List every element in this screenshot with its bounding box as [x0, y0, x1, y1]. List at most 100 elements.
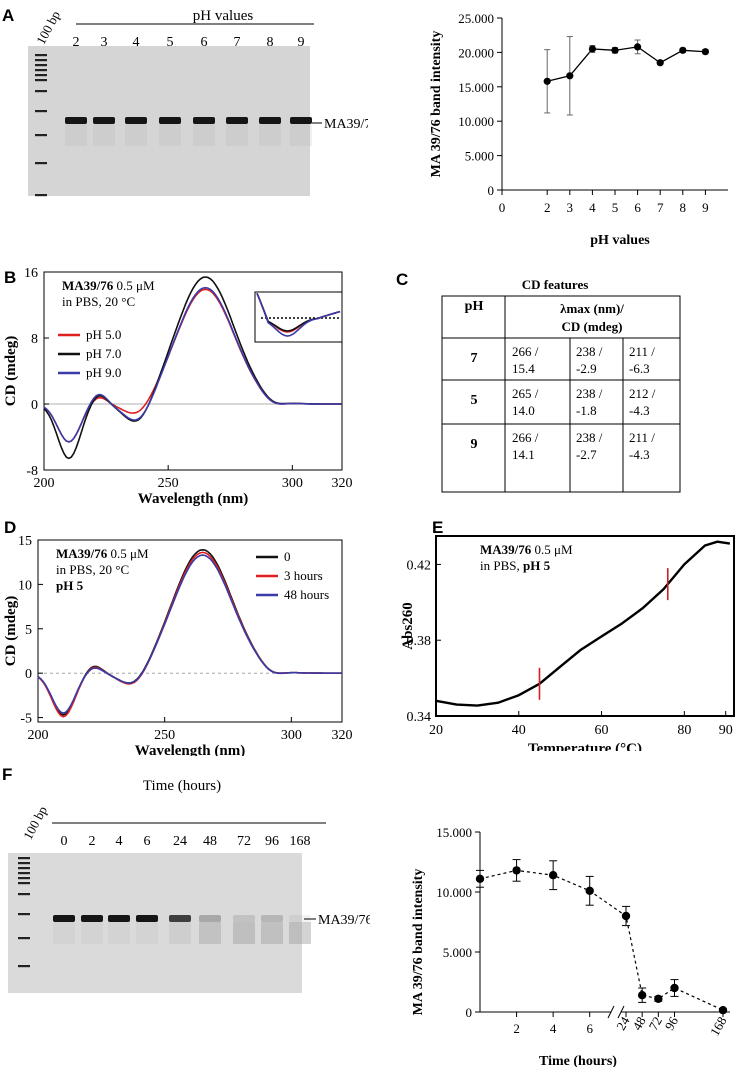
table-c-col-features-2: CD (mdeg) — [561, 319, 622, 334]
y-tick-label: 16 — [24, 266, 38, 281]
data-point — [701, 48, 709, 56]
gel-smear — [290, 124, 312, 146]
gel-a-lane-labels: 2 3 4 5 6 7 8 9 — [73, 35, 305, 50]
table-c-title: CD features — [522, 277, 589, 292]
x-tick-label: 6 — [634, 200, 641, 215]
table-c-cd-features: CD features pH λmax (nm)/ CD (mdeg) 7 266… — [441, 277, 681, 493]
ladder-band — [35, 134, 47, 137]
gel-smear — [93, 124, 115, 146]
gel-lane-label: 3 — [101, 35, 108, 50]
melting-curve — [435, 540, 731, 707]
table-c-cell-line1: 238 / — [576, 386, 603, 401]
table-c-cell-line1: 238 / — [576, 430, 603, 445]
gel-smear — [125, 124, 147, 146]
y-axis-title: CD (mdeg) — [3, 336, 19, 406]
gel-lane-label: 0 — [61, 834, 68, 849]
y-tick-label: 5 — [25, 623, 32, 638]
cd-series-line — [43, 286, 342, 443]
data-point — [512, 866, 521, 875]
y-tick-label: 5.000 — [465, 149, 494, 164]
gel-lane-label: 9 — [298, 35, 305, 50]
x-tick-label: 300 — [282, 476, 303, 491]
legend-label: 0 — [284, 549, 291, 564]
gel-f: 100 bp Time (hours) 0 2 4 6 24 48 72 96 168 MA39… — [8, 778, 370, 993]
x-tick-label: 4 — [589, 200, 596, 215]
gel-band — [108, 915, 130, 922]
ladder-band — [35, 69, 47, 72]
gel-smear — [193, 124, 215, 146]
cd-series-line — [37, 554, 342, 714]
gel-a-bands — [65, 117, 312, 146]
ladder-band — [18, 882, 30, 885]
table-c-cell-line1: 266 / — [512, 430, 539, 445]
y-tick-label: 25.000 — [458, 11, 494, 26]
y-tick-label: 0 — [466, 1005, 473, 1020]
gel-lane-label: 24 — [173, 834, 187, 849]
panel-label-d: D — [4, 518, 17, 537]
x-tick-label: 40 — [512, 723, 526, 738]
legend-label: pH 7.0 — [86, 346, 121, 361]
gel-f-ladder — [18, 857, 30, 968]
gel-band — [159, 117, 181, 124]
x-tick-label: 250 — [158, 476, 179, 491]
x-tick-label: 7 — [657, 200, 664, 215]
gel-smear — [259, 124, 281, 146]
series-line — [479, 869, 724, 1011]
x-axis-title: Wavelength (nm) — [135, 743, 245, 756]
table-c-cell-line2: 14.1 — [512, 447, 535, 462]
data-point — [566, 72, 574, 80]
annotation-line1: MA39/76 0.5 μM — [56, 546, 149, 561]
data-point — [637, 991, 647, 1000]
y-axis-title: CD (mdeg) — [3, 596, 19, 666]
gel-smear — [53, 922, 75, 944]
legend-label: pH 9.0 — [86, 365, 121, 380]
table-c-cell-line2: -6.3 — [629, 361, 650, 376]
x-tick-label: 2 — [513, 1021, 520, 1036]
series-line — [547, 46, 706, 82]
x-axis-title: Temperature (°C) — [528, 741, 642, 751]
data-point — [718, 1006, 728, 1015]
gel-smear — [136, 922, 158, 944]
annotation-line1: MA39/76 0.5 μM — [62, 278, 155, 293]
table-c-cell-line2: -4.3 — [629, 447, 650, 462]
ladder-band — [35, 79, 47, 82]
chart-e-melting: 0.34 0.38 0.42 20 40 60 80 90 Temperature (°C) Ab… — [400, 535, 735, 751]
data-point — [621, 911, 631, 921]
gel-smear — [226, 124, 248, 146]
y-tick-label: 10.000 — [436, 885, 472, 900]
ladder-band — [35, 162, 47, 165]
gel-f-marker-label: 100 bp — [20, 803, 50, 842]
x-tick-label: 250 — [154, 728, 175, 743]
x-tick-label: 320 — [332, 728, 353, 743]
gel-f-image — [8, 853, 302, 993]
data-point — [543, 77, 551, 85]
gel-a-header: pH values — [193, 8, 254, 24]
table-c-cell-line1: 238 / — [576, 344, 603, 359]
ladder-band — [18, 872, 30, 875]
y-tick-label: 10 — [18, 578, 32, 593]
x-axis-title: Wavelength (nm) — [138, 491, 248, 506]
y-tick-label: 8 — [31, 332, 38, 347]
y-tick-label: 0 — [31, 398, 38, 413]
gel-smear — [261, 922, 283, 944]
gel-smear — [233, 922, 255, 944]
y-tick-label: -5 — [20, 712, 32, 727]
y-tick-label: 0 — [488, 183, 495, 198]
y-tick-label: 0.38 — [407, 634, 432, 649]
x-tick-label: 5 — [612, 200, 619, 215]
table-c-col-features-1: λmax (nm)/ — [560, 301, 624, 316]
ladder-band — [35, 54, 47, 57]
data-point — [588, 45, 596, 53]
ladder-band — [35, 59, 47, 62]
gel-band — [125, 117, 147, 124]
gel-band — [226, 117, 248, 124]
y-tick-label: 0 — [25, 667, 32, 682]
axis-break — [607, 1005, 615, 1019]
gel-lane-label: 168 — [290, 834, 311, 849]
gel-lane-label: 72 — [237, 834, 251, 849]
gel-smear — [199, 922, 221, 944]
annotation-line1: MA39/76 0.5 μM — [480, 542, 573, 557]
x-axis-title: pH values — [590, 233, 650, 248]
gel-band — [136, 915, 158, 922]
gel-lane-label: 6 — [144, 834, 151, 849]
